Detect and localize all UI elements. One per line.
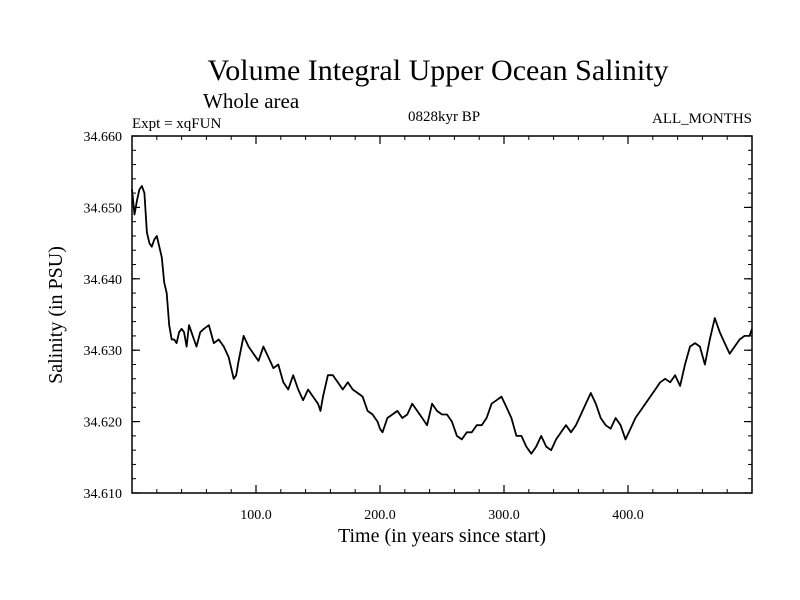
y-tick-label-4: 34.650 — [84, 201, 123, 216]
chart-subtitle: Whole area — [203, 89, 300, 113]
salinity-series-line — [131, 185, 753, 455]
x-tick-label-0: 100.0 — [240, 508, 272, 523]
y-tick-label-2: 34.630 — [84, 344, 123, 359]
months-label: ALL_MONTHS — [652, 111, 752, 127]
x-tick-label-1: 200.0 — [364, 508, 396, 523]
x-tick-label-2: 300.0 — [488, 508, 520, 523]
y-axis-ticks: 34.610 34.620 34.630 34.640 34.650 34.660 — [84, 130, 752, 502]
plot-area-frame — [131, 135, 753, 494]
chart-title: Volume Integral Upper Ocean Salinity — [208, 54, 669, 87]
y-tick-label-3: 34.640 — [84, 273, 123, 288]
y-axis-label: Salinity (in PSU) — [45, 246, 67, 384]
period-label: 0828kyr BP — [408, 109, 480, 125]
x-tick-label-3: 400.0 — [612, 508, 644, 523]
y-tick-label-5: 34.660 — [84, 130, 123, 145]
experiment-label: Expt = xqFUN — [132, 116, 221, 132]
x-axis-ticks: 100.0 200.0 300.0 400.0 — [156, 136, 728, 523]
y-tick-label-0: 34.610 — [84, 487, 123, 502]
x-axis-label: Time (in years since start) — [338, 525, 546, 547]
y-tick-label-1: 34.620 — [84, 416, 123, 431]
